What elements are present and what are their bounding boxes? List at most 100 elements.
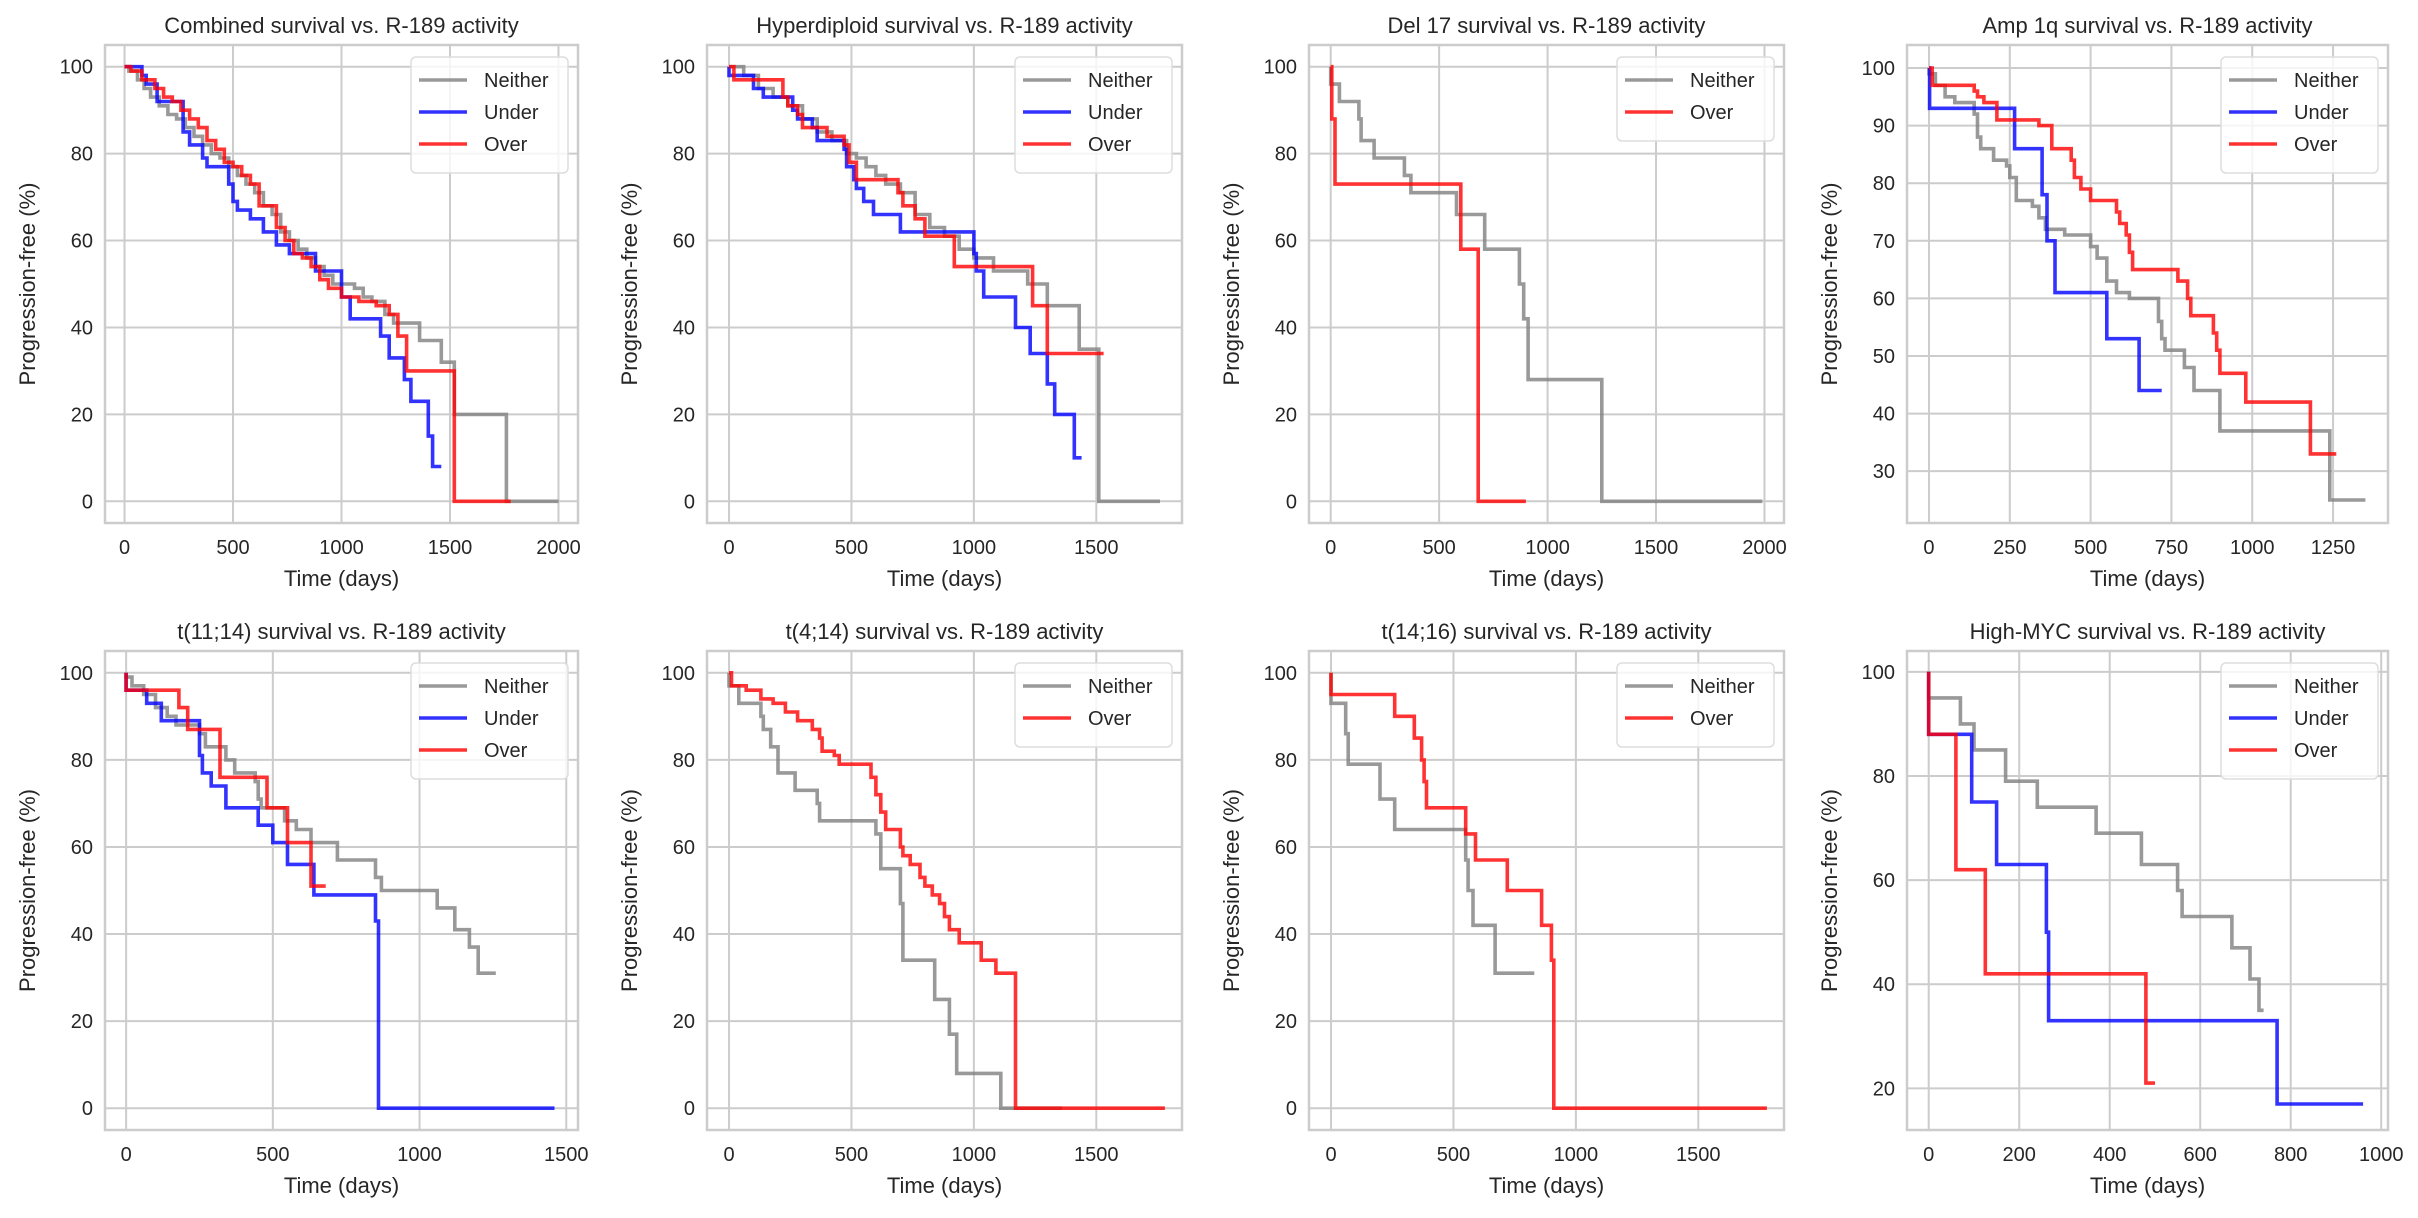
legend-label-neither: Neither: [484, 676, 549, 698]
y-tick-label: 80: [71, 750, 93, 772]
legend: Neither Over: [1616, 56, 1775, 142]
survival-curve-neither: [1328, 66, 1763, 504]
x-tick-label: 2000: [536, 537, 581, 559]
legend-box: [1616, 56, 1775, 142]
x-tick-label: 0: [723, 1144, 734, 1166]
x-tick-label: 1500: [544, 1144, 589, 1166]
legend-label-neither: Neither: [1088, 676, 1153, 698]
x-tick-label: 0: [1923, 537, 1934, 559]
x-axis-label: Time (days): [2090, 566, 2205, 591]
y-tick-label: 40: [1873, 404, 1895, 426]
y-tick-label: 0: [684, 1098, 695, 1120]
y-axis-label: Progression-free (%): [1219, 183, 1244, 386]
legend: Neither Under Over: [410, 56, 569, 174]
y-tick-label: 100: [1264, 57, 1297, 79]
chart-panel-8: 0 200 400 600 800 1000 20 40 60 80 100 High-MYC sur…: [1817, 619, 2403, 1198]
legend-label-neither: Neither: [1088, 70, 1153, 92]
axes-frame: [1905, 43, 2390, 525]
x-tick-label: 200: [2003, 1144, 2036, 1166]
survival-curve-over: [1330, 64, 1526, 504]
chart-title: High-MYC survival vs. R-189 activity: [1970, 619, 2326, 644]
x-tick-label: 1000: [1554, 1144, 1599, 1166]
y-tick-label: 70: [1873, 231, 1895, 253]
legend-label-over: Over: [484, 134, 528, 156]
x-tick-label: 1500: [1676, 1144, 1721, 1166]
survival-curve-under: [727, 66, 1082, 460]
legend: Neither Under Over: [2220, 56, 2379, 174]
legend: Neither Over: [1616, 662, 1775, 748]
axes-frame: [1905, 649, 2390, 1132]
y-tick-label: 60: [1873, 288, 1895, 310]
x-tick-label: 1500: [1634, 537, 1679, 559]
y-tick-label: 100: [662, 663, 695, 685]
y-tick-label: 20: [673, 1011, 695, 1033]
x-axis-label: Time (days): [1489, 1173, 1604, 1198]
legend-label-neither: Neither: [2294, 70, 2359, 92]
y-tick-label: 20: [1873, 1078, 1895, 1100]
chart-title: t(11;14) survival vs. R-189 activity: [177, 619, 505, 644]
y-tick-label: 80: [1275, 750, 1297, 772]
legend: Neither Over: [1014, 662, 1173, 748]
y-tick-label: 40: [1873, 974, 1895, 996]
survival-curve-over: [1926, 671, 2155, 1085]
y-tick-label: 60: [71, 837, 93, 859]
y-tick-label: 100: [1264, 663, 1297, 685]
survival-curve-under: [1927, 66, 2162, 393]
legend-label-neither: Neither: [2294, 676, 2359, 698]
x-tick-label: 500: [256, 1144, 289, 1166]
y-tick-label: 100: [60, 663, 93, 685]
x-tick-label: 1000: [2230, 537, 2275, 559]
x-axis-label: Time (days): [284, 566, 399, 591]
y-tick-label: 80: [71, 144, 93, 166]
legend-label-under: Under: [1088, 102, 1143, 124]
x-tick-label: 1500: [1074, 1144, 1119, 1166]
x-axis-label: Time (days): [284, 1173, 399, 1198]
y-tick-label: 80: [1275, 144, 1297, 166]
y-axis-label: Progression-free (%): [1219, 789, 1244, 992]
x-tick-label: 750: [2155, 537, 2188, 559]
x-axis-label: Time (days): [887, 1173, 1002, 1198]
chart-title: Amp 1q survival vs. R-189 activity: [1982, 13, 2312, 38]
y-tick-label: 40: [673, 317, 695, 339]
y-tick-label: 0: [1286, 491, 1297, 513]
y-tick-label: 20: [71, 1011, 93, 1033]
x-tick-label: 1000: [952, 1144, 997, 1166]
survival-curve-neither: [124, 672, 496, 975]
y-tick-label: 0: [82, 1098, 93, 1120]
x-axis-label: Time (days): [1489, 566, 1604, 591]
y-tick-label: 80: [1873, 766, 1895, 788]
axes-frame: [705, 649, 1184, 1132]
chart-title: Del 17 survival vs. R-189 activity: [1388, 13, 1706, 38]
legend-label-under: Under: [484, 102, 539, 124]
y-axis-label: Progression-free (%): [617, 183, 642, 386]
legend-label-over: Over: [1088, 134, 1132, 156]
y-tick-label: 100: [662, 57, 695, 79]
y-tick-label: 80: [673, 750, 695, 772]
x-tick-label: 500: [2074, 537, 2107, 559]
survival-curve-under: [124, 672, 555, 1110]
y-tick-label: 100: [1862, 662, 1895, 684]
x-tick-label: 250: [1993, 537, 2026, 559]
chart-title: Hyperdiploid survival vs. R-189 activity: [756, 13, 1133, 38]
legend-label-neither: Neither: [484, 70, 549, 92]
y-tick-label: 60: [1275, 231, 1297, 253]
x-axis-label: Time (days): [887, 566, 1002, 591]
y-axis-label: Progression-free (%): [15, 789, 40, 992]
x-tick-label: 400: [2093, 1144, 2126, 1166]
y-tick-label: 0: [1286, 1098, 1297, 1120]
x-tick-label: 2000: [1742, 537, 1787, 559]
y-tick-label: 40: [673, 924, 695, 946]
legend-label-over: Over: [2294, 740, 2338, 762]
legend-label-neither: Neither: [1690, 676, 1755, 698]
legend-label-over: Over: [1088, 708, 1132, 730]
y-tick-label: 20: [71, 404, 93, 426]
legend-label-neither: Neither: [1690, 70, 1755, 92]
axes-frame: [103, 43, 580, 525]
chart-panel-1: 0 500 1000 1500 2000 0 20 40 60 80 100 Combined sur…: [15, 13, 581, 591]
y-tick-label: 60: [673, 231, 695, 253]
chart-title: Combined survival vs. R-189 activity: [164, 13, 519, 38]
x-tick-label: 0: [1325, 537, 1336, 559]
y-tick-label: 60: [1873, 870, 1895, 892]
y-tick-label: 20: [673, 404, 695, 426]
